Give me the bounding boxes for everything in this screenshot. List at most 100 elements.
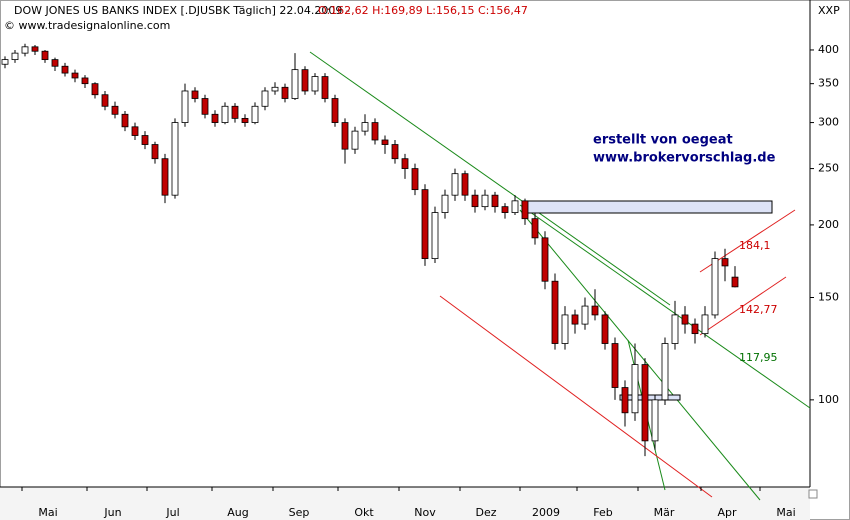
candle-body <box>601 314 609 344</box>
y-tick-label: 300 <box>818 116 839 129</box>
candle-body <box>11 52 19 61</box>
candle-body <box>101 94 109 107</box>
candle-body <box>341 122 349 150</box>
level-label: 117,95 <box>739 351 778 364</box>
candle-body <box>701 314 709 335</box>
candle-body <box>481 194 489 208</box>
chart-subtitle: O:162,62 H:169,89 L:156,15 C:156,47 <box>318 4 528 17</box>
x-tick-label: Nov <box>414 506 436 519</box>
x-axis-band <box>0 487 810 520</box>
candle-body <box>561 314 569 344</box>
candle-body <box>531 218 539 239</box>
candle-body <box>721 258 729 267</box>
candle-body <box>471 194 479 208</box>
candle-body <box>651 399 659 442</box>
candle-body <box>71 72 79 79</box>
x-tick-label: Okt <box>354 506 374 519</box>
candle-body <box>321 76 329 99</box>
chart-title: DOW JONES US BANKS INDEX [.DJUSBK Täglic… <box>14 4 350 17</box>
candle-body <box>501 206 509 213</box>
y-tick-label: 150 <box>818 291 839 304</box>
candle-body <box>411 168 419 191</box>
candle-body <box>41 50 49 61</box>
candle-body <box>61 65 69 74</box>
candle-body <box>391 144 399 160</box>
zone-box <box>619 394 681 401</box>
candle-body <box>551 280 559 344</box>
candle-body <box>401 158 409 169</box>
candle-body <box>261 90 269 107</box>
candle-body <box>161 158 169 196</box>
candle-body <box>301 69 309 92</box>
x-tick-label: Aug <box>227 506 248 519</box>
candle-body <box>251 105 259 123</box>
candle-body <box>591 305 599 316</box>
x-tick-label: Mai <box>776 506 795 519</box>
y-tick-label: 350 <box>818 77 839 90</box>
candle-body <box>211 113 219 123</box>
candle-body <box>431 212 439 260</box>
source: © www.tradesignalonline.com <box>4 19 170 32</box>
candle-body <box>351 130 359 150</box>
candle-body <box>311 76 319 92</box>
candle-body <box>681 314 689 325</box>
note: erstellt von oegeat <box>593 133 733 148</box>
zone-box <box>521 200 773 214</box>
candle-body <box>461 173 469 196</box>
candle-body <box>191 90 199 99</box>
candle-body <box>241 117 249 123</box>
y-tick-label: 200 <box>818 218 839 231</box>
candle-body <box>271 86 279 92</box>
candle-body <box>141 135 149 145</box>
candle-body <box>201 98 209 115</box>
candle-body <box>521 200 529 220</box>
y-tick-label: 400 <box>818 43 839 56</box>
x-tick-label: Feb <box>593 506 612 519</box>
candle-body <box>671 314 679 344</box>
candle-body <box>711 258 719 316</box>
candle-body <box>661 343 669 401</box>
candle-body <box>151 144 159 160</box>
candle-body <box>631 364 639 414</box>
candle-body <box>181 90 189 123</box>
candle-body <box>21 46 29 54</box>
candle-body <box>451 173 459 196</box>
candle-body <box>221 105 229 123</box>
level-label: 142,77 <box>739 303 778 316</box>
candle-body <box>51 59 59 67</box>
trendline <box>309 51 671 306</box>
candle-body <box>281 86 289 99</box>
corner-label: XXP <box>818 4 840 17</box>
x-tick-label: Jun <box>103 506 121 519</box>
candle-body <box>361 122 369 132</box>
candle-body <box>231 105 239 119</box>
x-tick-label: Mär <box>654 506 675 519</box>
x-tick-label: Mai <box>38 506 57 519</box>
candle-body <box>171 122 179 196</box>
y-tick-label: 100 <box>818 393 839 406</box>
candle-body <box>491 194 499 208</box>
candle-body <box>131 126 139 136</box>
candle-body <box>371 122 379 141</box>
candle-body <box>581 305 589 325</box>
trendline <box>519 209 761 501</box>
candle-body <box>511 200 519 213</box>
x-tick-label: Jul <box>165 506 179 519</box>
candle-body <box>121 113 129 128</box>
x-tick-label: Sep <box>289 506 310 519</box>
trendline <box>699 276 787 336</box>
trendline <box>439 295 713 498</box>
candle-body <box>621 387 629 414</box>
candle-body <box>291 69 299 99</box>
candle-body <box>691 323 699 335</box>
candle-body <box>611 343 619 388</box>
candle-body <box>441 194 449 213</box>
candle-body <box>381 139 389 145</box>
candle-body <box>331 98 339 123</box>
y-tick-label: 250 <box>818 162 839 175</box>
candle-body <box>91 83 99 96</box>
candle-body <box>1 59 9 65</box>
level-label: 184,1 <box>739 239 771 252</box>
candle-body <box>641 364 649 442</box>
